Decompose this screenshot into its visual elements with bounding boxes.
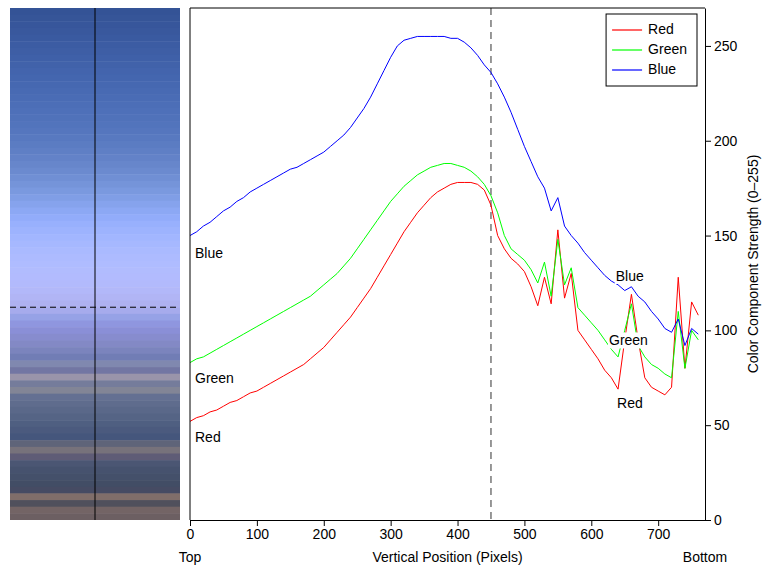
strip-reference-line [10,307,180,308]
x-tick-label: 400 [446,526,470,542]
annotation: Blue [615,268,645,284]
annotation-patch [616,395,644,411]
legend-label: Green [648,41,687,57]
annotation-label: Red [617,395,643,411]
plot-marks [190,8,698,520]
series-line [190,163,698,377]
annotation-label: Red [195,429,221,445]
x-tick: 700 [647,520,671,542]
x-tick: 0 [187,520,195,542]
x-tick: 400 [446,520,470,542]
annotation-patch [194,370,235,386]
x-tick-label: 500 [513,526,537,542]
y-tick-label: 50 [714,417,730,433]
legend-entry: Red [612,21,674,37]
annotation: Green [194,370,235,386]
y-tick: 100 [705,322,738,338]
annotation-patch [615,268,645,284]
chart: 0100200300400500600700TopBottomVertical … [0,0,770,579]
annotation: Red [194,429,222,445]
x-tick: 600 [580,520,604,542]
legend: Red Green Blue [606,14,697,86]
y-tick: 250 [705,38,738,54]
x-tick-label: 700 [647,526,671,542]
x-tick-label: 300 [379,526,403,542]
y-tick: 50 [705,417,730,433]
reference-line [490,8,491,520]
legend-entry: Green [612,41,687,57]
legend-swatch [612,29,642,30]
annotations: Blue Green Red Blue Green Red [194,245,649,445]
annotation-label: Green [195,370,234,386]
annotation: Red [616,395,644,411]
y-tick-mark [705,425,711,426]
annotation-patch [194,245,224,261]
annotation: Blue [194,245,224,261]
x-tick-label: 0 [187,526,195,542]
series-line [190,182,698,421]
legend-label: Blue [648,61,676,77]
x-end-label: Top [179,549,202,565]
y-tick-mark [705,330,711,331]
plot-area [190,8,705,520]
y-axis: 0 50 100 150 200 250 [705,9,738,528]
y-tick-label: 250 [714,38,738,54]
x-end-label: Bottom [683,549,727,565]
x-axis-title: Vertical Position (Pixels) [372,549,522,565]
annotation-label: Green [609,332,648,348]
x-tick: 200 [313,520,337,542]
frame [190,8,191,520]
annotation-label: Blue [195,245,223,261]
x-tick-label: 200 [313,526,337,542]
y-tick-label: 0 [714,512,722,528]
x-tick-label: 100 [246,526,270,542]
y-tick-mark [705,141,711,142]
legend-label: Red [648,21,674,37]
annotation-patch [194,429,222,445]
y-tick-label: 200 [714,133,738,149]
y-tick-mark [705,46,711,47]
annotation-patch [608,332,649,348]
x-tick: 100 [246,520,270,542]
y-axis-line [705,9,706,521]
y-axis-title: Color Component Strength (0–255) [745,155,761,374]
x-tick-label: 600 [580,526,604,542]
x-axis: 0 100 200 300 400 500 600 700 [187,520,706,542]
image-strip [10,8,180,520]
frame [190,8,705,9]
annotation-label: Blue [616,268,644,284]
strip-column-line [95,8,96,520]
annotation: Green [608,332,649,348]
x-tick: 500 [513,520,537,542]
y-tick: 0 [705,512,722,528]
y-tick: 200 [705,133,738,149]
legend-entry: Blue [612,61,676,77]
x-tick: 300 [379,520,403,542]
legend-box [606,14,697,86]
x-axis-line [191,520,706,521]
y-tick: 150 [705,228,738,244]
y-tick-mark [705,236,711,237]
y-tick-mark [705,520,711,521]
legend-swatch [612,69,642,70]
legend-swatch [612,49,642,50]
y-tick-label: 150 [714,228,738,244]
y-tick-label: 100 [714,322,738,338]
